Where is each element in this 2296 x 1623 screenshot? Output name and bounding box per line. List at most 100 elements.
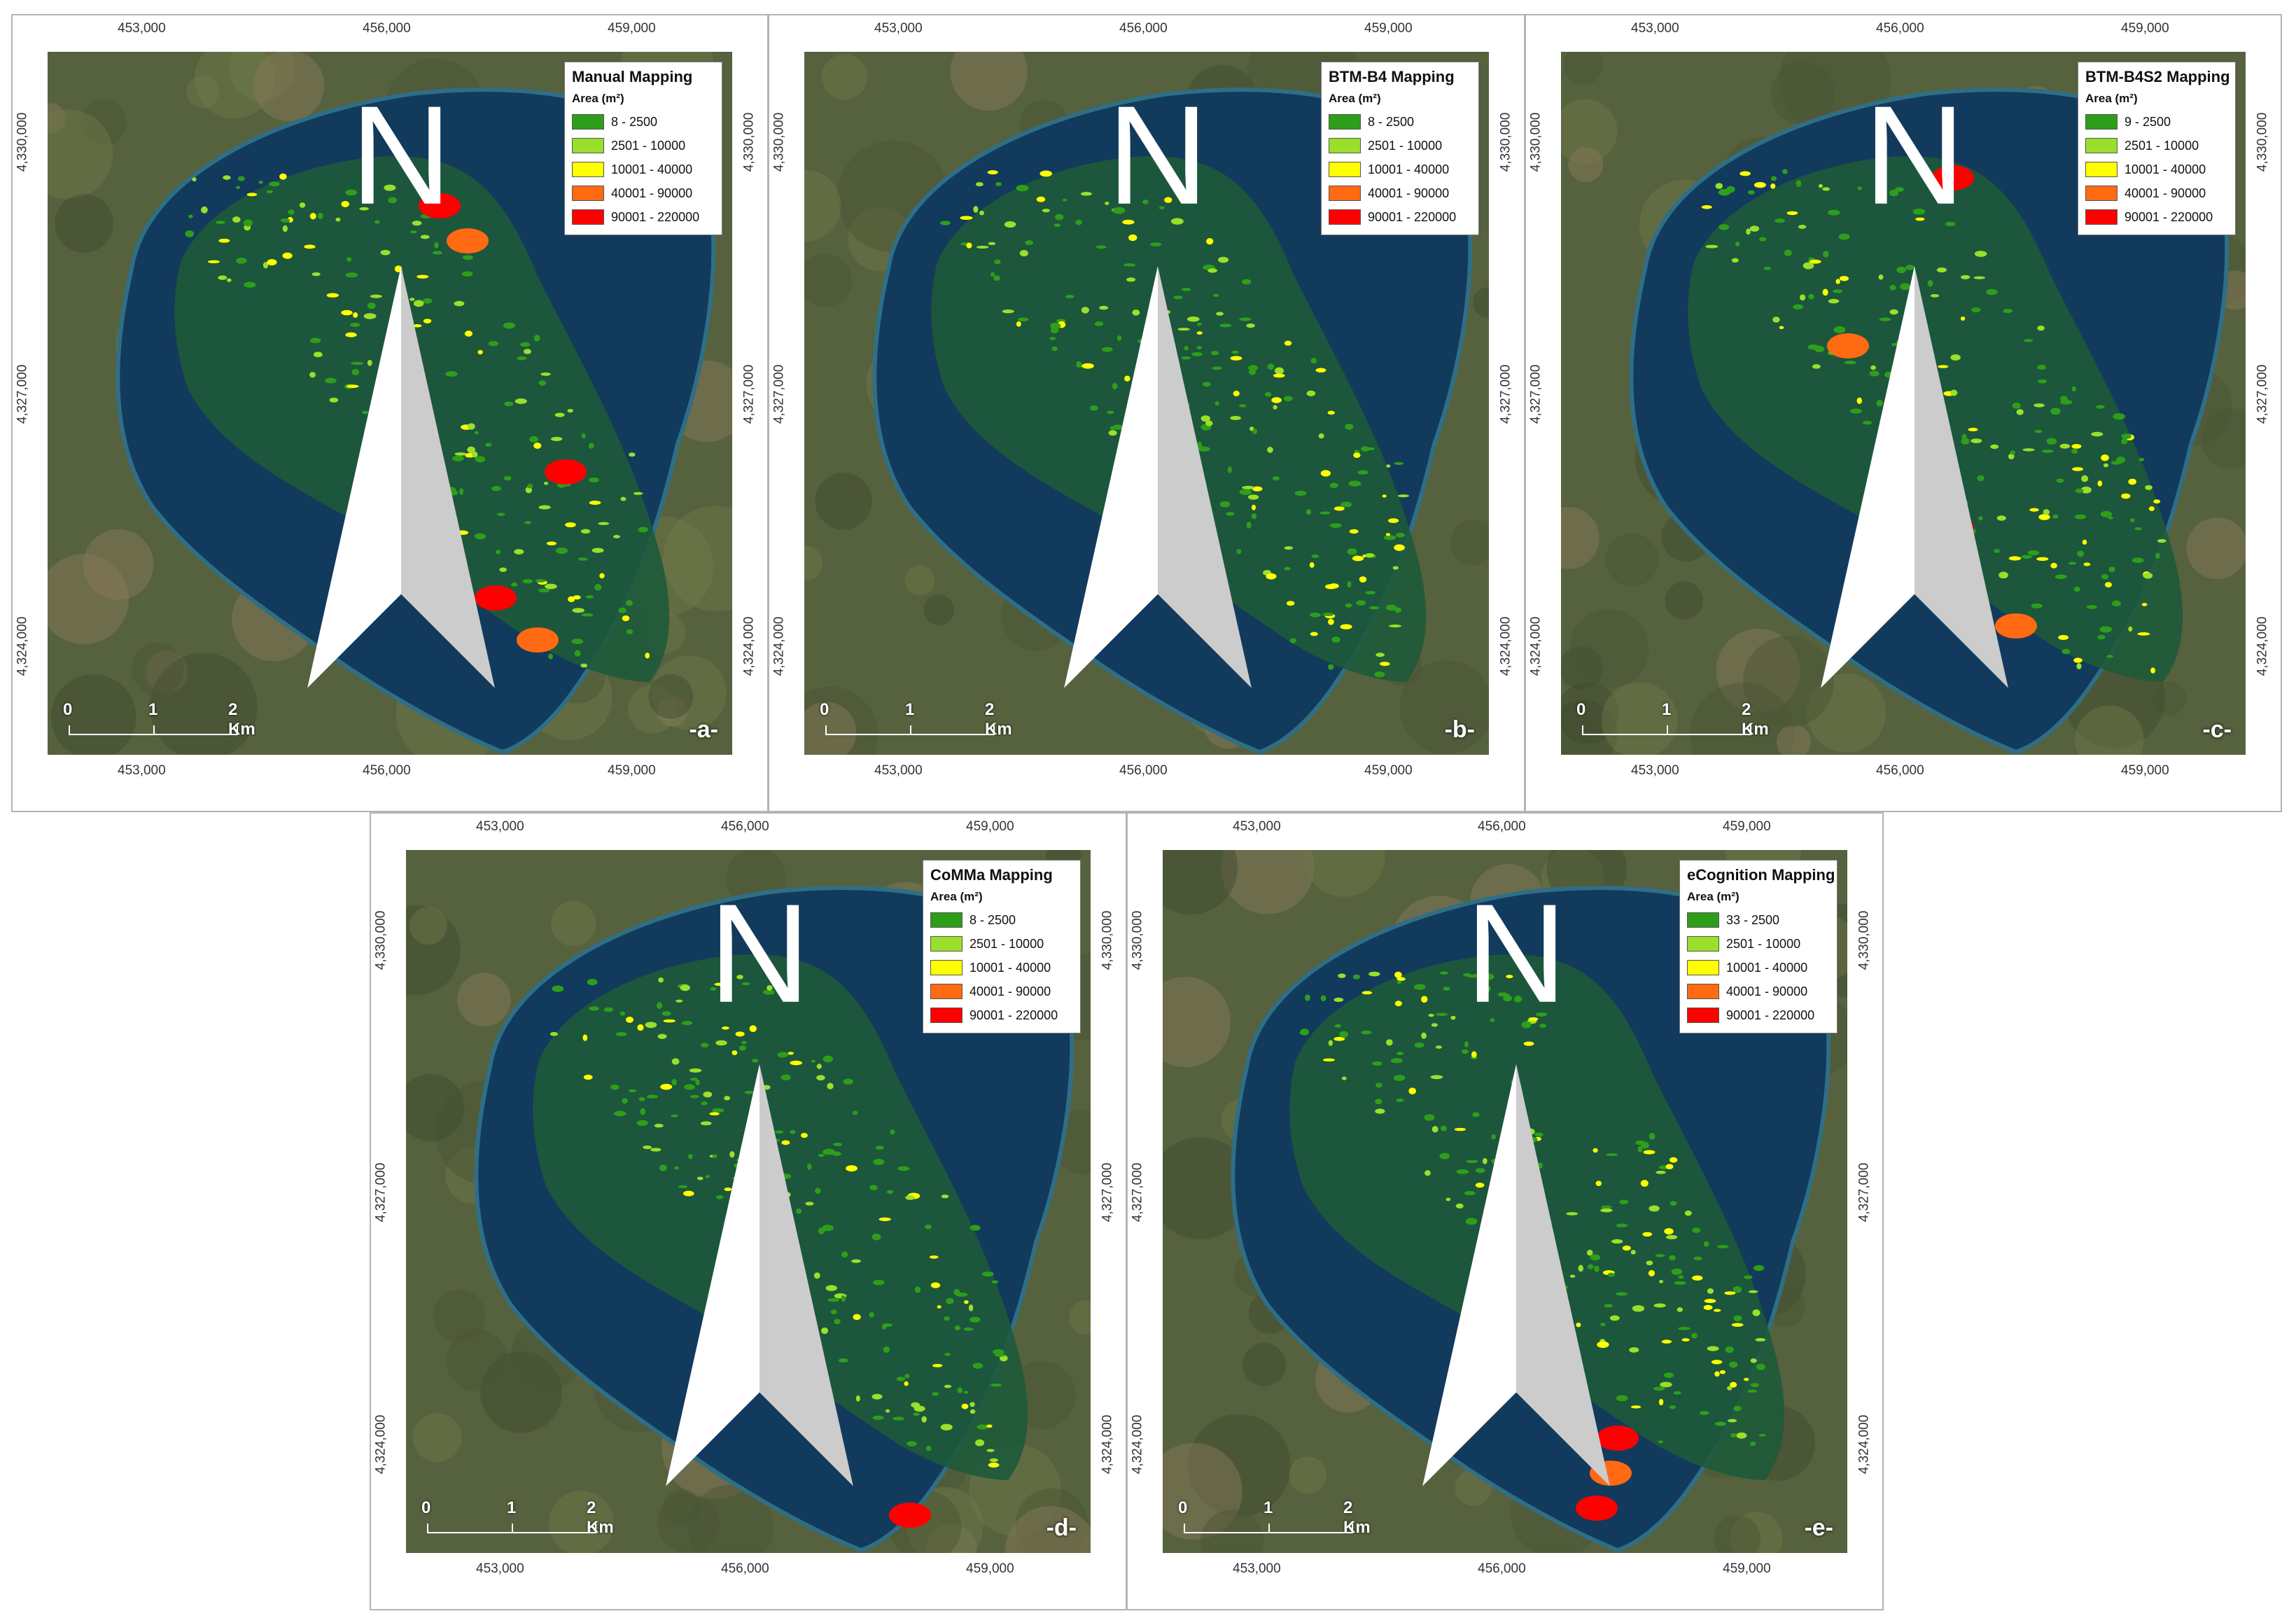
mapped-feature xyxy=(1521,1021,1532,1029)
mapped-feature xyxy=(1727,1419,1737,1423)
mapped-feature xyxy=(1108,430,1117,436)
mapped-feature xyxy=(1676,1307,1684,1312)
mapped-feature xyxy=(852,1110,858,1115)
mapped-feature xyxy=(1440,971,1448,975)
mapped-feature xyxy=(1414,1042,1424,1048)
north-arrow-icon: N xyxy=(59,63,495,688)
mapped-feature xyxy=(1375,1108,1385,1114)
mapped-feature xyxy=(2034,430,2043,433)
mapped-feature xyxy=(1428,1013,1434,1017)
mapped-feature xyxy=(1659,1280,1664,1283)
mapped-feature xyxy=(937,1305,941,1309)
mapped-feature xyxy=(954,1325,961,1331)
mapped-feature xyxy=(1239,404,1247,408)
mapped-feature xyxy=(1891,342,1898,347)
mapped-feature xyxy=(615,1031,627,1037)
mapped-feature xyxy=(2016,409,2024,415)
terrain-patch xyxy=(1807,673,1886,753)
mapped-feature xyxy=(1799,294,1806,301)
mapped-feature xyxy=(2097,480,2103,487)
mapped-feature xyxy=(1247,494,1259,500)
terrain-patch xyxy=(1163,1136,1252,1240)
legend-swatch xyxy=(1329,209,1361,225)
mapped-feature xyxy=(1701,205,1712,209)
mapped-feature xyxy=(367,359,372,366)
mapped-feature xyxy=(676,999,683,1003)
easting-tick-label: 459,000 xyxy=(2121,21,2169,36)
mapped-feature xyxy=(380,249,391,256)
terrain-patch xyxy=(1605,533,1659,587)
mapped-feature xyxy=(1648,1269,1656,1276)
mapped-feature xyxy=(921,1416,927,1423)
mapped-feature xyxy=(451,455,464,461)
mapped-feature xyxy=(1641,1141,1649,1149)
mapped-feature xyxy=(1347,580,1352,588)
legend-item-label: 2501 - 10000 xyxy=(969,936,1044,951)
mapped-feature xyxy=(2086,605,2097,609)
mapped-feature xyxy=(573,595,581,600)
legend-item: 40001 - 90000 xyxy=(1329,181,1471,205)
mapped-feature xyxy=(818,1154,825,1157)
mapped-feature xyxy=(2081,475,2089,482)
mapped-feature xyxy=(1994,548,2000,553)
mapped-feature xyxy=(813,1272,820,1279)
mapped-feature xyxy=(638,527,648,533)
mapped-feature xyxy=(589,1006,599,1011)
mapped-feature xyxy=(1216,312,1224,316)
mapped-feature xyxy=(1643,1150,1656,1155)
mapped-feature xyxy=(930,1282,941,1288)
easting-tick-label: 459,000 xyxy=(1723,819,1771,834)
easting-tick-label: 456,000 xyxy=(1876,763,1924,778)
legend-item: 90001 - 220000 xyxy=(2085,205,2228,229)
mapped-feature xyxy=(434,242,439,249)
mapped-feature xyxy=(1105,202,1110,205)
mapped-feature xyxy=(946,1297,954,1304)
mapped-feature xyxy=(2037,325,2045,331)
legend-item-label: 33 - 2500 xyxy=(1726,912,1780,927)
northing-tick-label: 4,324,000 xyxy=(1130,1414,1145,1475)
mapped-feature xyxy=(1664,1227,1674,1235)
mapped-feature xyxy=(841,1295,846,1302)
easting-tick-label: 459,000 xyxy=(1364,763,1413,778)
mapped-feature xyxy=(1927,280,1933,287)
legend-title: Manual Mapping xyxy=(572,68,693,85)
mapped-feature xyxy=(1408,1087,1416,1095)
mapped-feature xyxy=(1718,188,1731,196)
terrain-patch xyxy=(821,54,868,100)
mapped-feature xyxy=(1750,1358,1757,1363)
mapped-feature xyxy=(1112,382,1118,390)
mapped-feature xyxy=(461,271,473,277)
mapped-feature xyxy=(504,401,514,407)
mapped-feature xyxy=(1455,1203,1464,1209)
mapped-feature xyxy=(367,302,376,309)
mapped-feature xyxy=(353,312,358,318)
mapped-feature xyxy=(822,1148,835,1155)
mapped-feature xyxy=(592,548,604,553)
mapped-feature xyxy=(796,1208,802,1214)
easting-tick-label: 453,000 xyxy=(1631,21,1679,36)
terrain-patch xyxy=(1004,1505,1091,1553)
mapped-feature xyxy=(994,259,1001,265)
legend-item: 33 - 2500 xyxy=(1687,908,1830,932)
mapped-feature xyxy=(846,1165,858,1172)
northing-tick-label: 4,324,000 xyxy=(2255,616,2270,676)
mapped-feature xyxy=(1809,259,1821,264)
mapped-feature xyxy=(643,1145,652,1150)
north-arrow-icon: N xyxy=(417,861,853,1486)
mapped-feature xyxy=(1630,1250,1636,1255)
mapped-feature xyxy=(1089,405,1098,411)
terrain-patch xyxy=(1690,682,1795,755)
mapped-feature xyxy=(1050,322,1061,330)
mapped-feature xyxy=(683,1084,695,1090)
mapped-feature xyxy=(192,177,197,182)
mapped-feature xyxy=(1231,350,1239,354)
mapped-feature xyxy=(317,212,323,220)
mapped-feature xyxy=(714,982,725,986)
svg-text:N: N xyxy=(1107,76,1208,234)
mapped-feature xyxy=(581,433,586,439)
mapped-feature xyxy=(1663,1372,1674,1379)
mapped-feature xyxy=(1107,410,1114,415)
mapped-feature xyxy=(1658,1440,1663,1444)
terrain-patch xyxy=(480,1351,562,1433)
mapped-feature xyxy=(412,221,422,226)
